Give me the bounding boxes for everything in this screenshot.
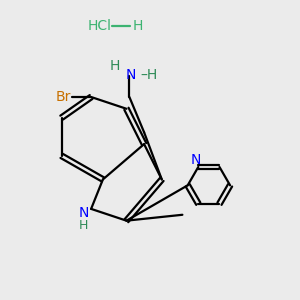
- Text: HCl: HCl: [88, 19, 112, 33]
- Text: H: H: [132, 19, 142, 33]
- Text: H: H: [79, 219, 88, 232]
- Text: N: N: [126, 68, 136, 82]
- Text: N: N: [190, 154, 200, 167]
- Text: –H: –H: [140, 68, 157, 82]
- Text: N: N: [79, 206, 89, 220]
- Text: H: H: [110, 59, 120, 73]
- Text: Br: Br: [56, 90, 71, 104]
